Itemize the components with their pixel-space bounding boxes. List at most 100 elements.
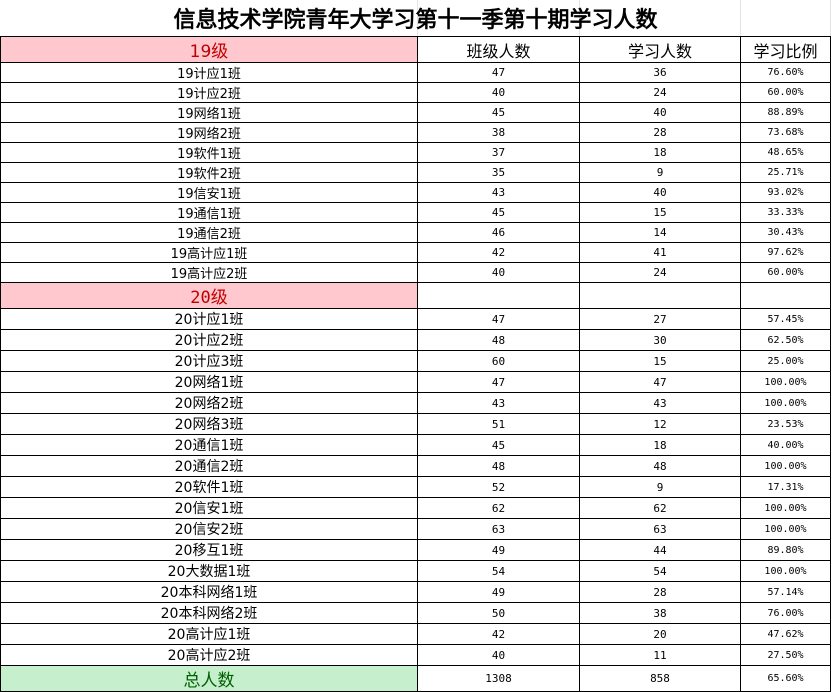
class-name-cell[interactable]: 20通信2班 xyxy=(0,455,418,477)
class-name-cell[interactable]: 19网络1班 xyxy=(0,102,418,123)
ratio-cell[interactable]: 17.31% xyxy=(739,476,832,498)
class-size-header[interactable]: 班级人数 xyxy=(417,36,580,63)
learners-cell[interactable]: 27 xyxy=(579,308,741,330)
class-name-cell[interactable]: 20移互1班 xyxy=(0,539,418,561)
grade-20-label[interactable]: 20级 xyxy=(0,282,418,309)
learners-cell[interactable]: 47 xyxy=(579,371,741,393)
class-size-cell[interactable]: 50 xyxy=(417,602,580,624)
ratio-cell[interactable]: 97.62% xyxy=(739,242,832,263)
class-name-cell[interactable]: 20信安2班 xyxy=(0,518,418,540)
class-name-cell[interactable]: 19通信1班 xyxy=(0,202,418,223)
ratio-cell[interactable]: 25.71% xyxy=(739,162,832,183)
class-size-cell[interactable]: 48 xyxy=(417,455,580,477)
class-name-cell[interactable]: 19通信2班 xyxy=(0,222,418,243)
class-name-cell[interactable]: 20计应3班 xyxy=(0,350,418,372)
grade-19-header[interactable]: 19级 xyxy=(0,36,418,63)
total-class-size[interactable]: 1308 xyxy=(417,665,580,692)
learners-header[interactable]: 学习人数 xyxy=(579,36,741,63)
learners-cell[interactable]: 40 xyxy=(579,182,741,203)
class-size-cell[interactable]: 42 xyxy=(417,623,580,645)
ratio-cell[interactable]: 100.00% xyxy=(739,392,832,414)
class-name-cell[interactable]: 20网络1班 xyxy=(0,371,418,393)
ratio-cell[interactable]: 57.14% xyxy=(739,581,832,603)
learners-cell[interactable]: 28 xyxy=(579,581,741,603)
learners-cell[interactable]: 24 xyxy=(579,82,741,103)
ratio-cell[interactable]: 23.53% xyxy=(739,413,832,435)
ratio-cell[interactable]: 89.80% xyxy=(739,539,832,561)
ratio-cell[interactable]: 60.00% xyxy=(739,262,832,283)
class-name-cell[interactable]: 19软件1班 xyxy=(0,142,418,163)
ratio-cell[interactable]: 100.00% xyxy=(739,497,832,519)
ratio-cell[interactable]: 47.62% xyxy=(739,623,832,645)
learners-cell[interactable]: 44 xyxy=(579,539,741,561)
class-size-cell[interactable]: 52 xyxy=(417,476,580,498)
ratio-cell[interactable]: 100.00% xyxy=(739,518,832,540)
class-name-cell[interactable]: 19软件2班 xyxy=(0,162,418,183)
class-name-cell[interactable]: 20高计应2班 xyxy=(0,644,418,666)
class-name-cell[interactable]: 20网络3班 xyxy=(0,413,418,435)
class-size-cell[interactable]: 47 xyxy=(417,371,580,393)
class-name-cell[interactable]: 19信安1班 xyxy=(0,182,418,203)
ratio-cell[interactable]: 100.00% xyxy=(739,455,832,477)
sheet-title[interactable]: 信息技术学院青年大学习第十一季第十期学习人数 xyxy=(0,0,831,37)
class-size-cell[interactable]: 43 xyxy=(417,182,580,203)
empty-cell[interactable] xyxy=(739,282,832,309)
class-size-cell[interactable]: 63 xyxy=(417,518,580,540)
ratio-cell[interactable]: 88.89% xyxy=(739,102,832,123)
class-name-cell[interactable]: 20本科网络1班 xyxy=(0,581,418,603)
ratio-cell[interactable]: 100.00% xyxy=(739,560,832,582)
class-name-cell[interactable]: 19高计应1班 xyxy=(0,242,418,263)
class-name-cell[interactable]: 20网络2班 xyxy=(0,392,418,414)
class-size-cell[interactable]: 49 xyxy=(417,581,580,603)
learners-cell[interactable]: 9 xyxy=(579,162,741,183)
learners-cell[interactable]: 18 xyxy=(579,142,741,163)
learners-cell[interactable]: 15 xyxy=(579,202,741,223)
class-name-cell[interactable]: 19高计应2班 xyxy=(0,262,418,283)
class-size-cell[interactable]: 62 xyxy=(417,497,580,519)
learners-cell[interactable]: 48 xyxy=(579,455,741,477)
class-name-cell[interactable]: 20计应1班 xyxy=(0,308,418,330)
class-name-cell[interactable]: 20本科网络2班 xyxy=(0,602,418,624)
ratio-cell[interactable]: 93.02% xyxy=(739,182,832,203)
total-ratio[interactable]: 65.60% xyxy=(739,665,832,692)
class-size-cell[interactable]: 47 xyxy=(417,308,580,330)
class-name-cell[interactable]: 19网络2班 xyxy=(0,122,418,143)
learners-cell[interactable]: 30 xyxy=(579,329,741,351)
class-size-cell[interactable]: 49 xyxy=(417,539,580,561)
ratio-cell[interactable]: 60.00% xyxy=(739,82,832,103)
class-size-cell[interactable]: 51 xyxy=(417,413,580,435)
class-size-cell[interactable]: 54 xyxy=(417,560,580,582)
total-label[interactable]: 总人数 xyxy=(0,665,418,692)
learners-cell[interactable]: 38 xyxy=(579,602,741,624)
class-size-cell[interactable]: 42 xyxy=(417,242,580,263)
empty-cell[interactable] xyxy=(579,282,741,309)
ratio-cell[interactable]: 33.33% xyxy=(739,202,832,223)
class-name-cell[interactable]: 19计应1班 xyxy=(0,62,418,83)
learners-cell[interactable]: 24 xyxy=(579,262,741,283)
ratio-cell[interactable]: 25.00% xyxy=(739,350,832,372)
empty-cell[interactable] xyxy=(417,282,580,309)
ratio-header[interactable]: 学习比例 xyxy=(739,36,832,63)
learners-cell[interactable]: 62 xyxy=(579,497,741,519)
class-size-cell[interactable]: 48 xyxy=(417,329,580,351)
learners-cell[interactable]: 18 xyxy=(579,434,741,456)
learners-cell[interactable]: 63 xyxy=(579,518,741,540)
class-size-cell[interactable]: 45 xyxy=(417,434,580,456)
class-name-cell[interactable]: 20高计应1班 xyxy=(0,623,418,645)
learners-cell[interactable]: 9 xyxy=(579,476,741,498)
learners-cell[interactable]: 41 xyxy=(579,242,741,263)
class-size-cell[interactable]: 47 xyxy=(417,62,580,83)
learners-cell[interactable]: 36 xyxy=(579,62,741,83)
ratio-cell[interactable]: 40.00% xyxy=(739,434,832,456)
learners-cell[interactable]: 43 xyxy=(579,392,741,414)
class-size-cell[interactable]: 45 xyxy=(417,102,580,123)
learners-cell[interactable]: 14 xyxy=(579,222,741,243)
learners-cell[interactable]: 11 xyxy=(579,644,741,666)
ratio-cell[interactable]: 57.45% xyxy=(739,308,832,330)
ratio-cell[interactable]: 62.50% xyxy=(739,329,832,351)
ratio-cell[interactable]: 73.68% xyxy=(739,122,832,143)
learners-cell[interactable]: 54 xyxy=(579,560,741,582)
class-size-cell[interactable]: 40 xyxy=(417,82,580,103)
class-name-cell[interactable]: 20计应2班 xyxy=(0,329,418,351)
class-size-cell[interactable]: 40 xyxy=(417,644,580,666)
